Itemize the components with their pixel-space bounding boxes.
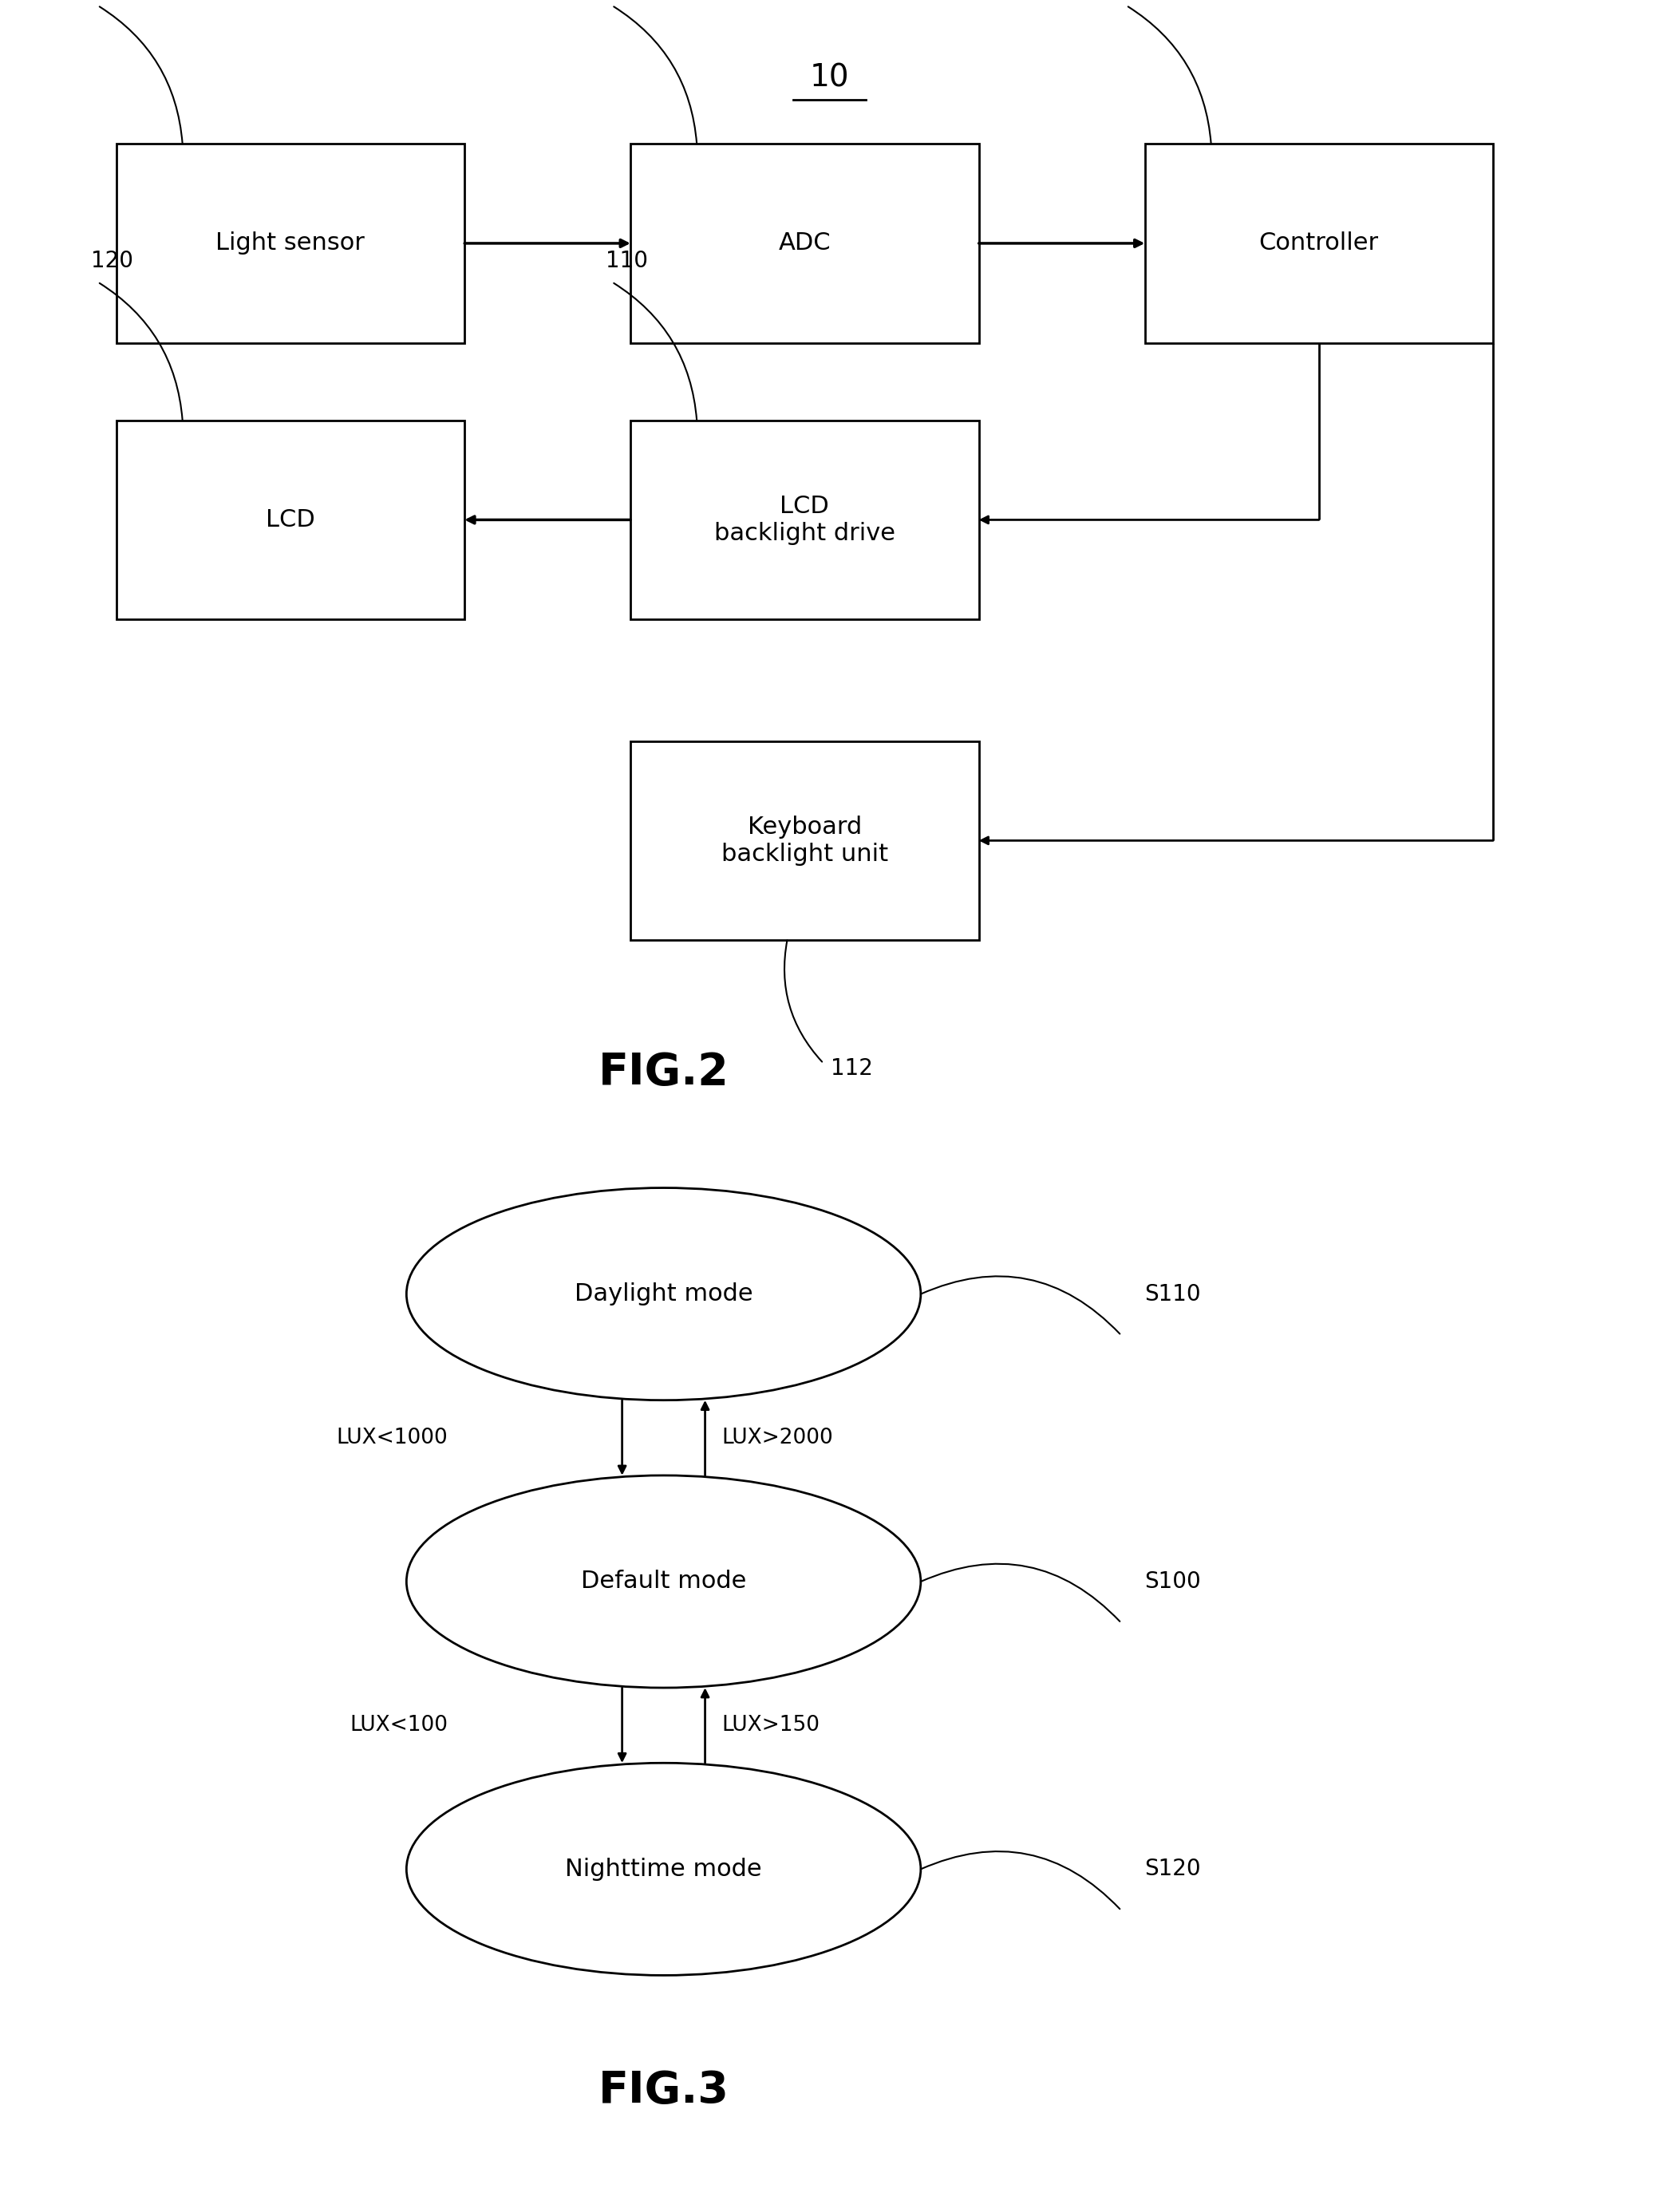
Text: LUX<100: LUX<100: [350, 1714, 448, 1736]
FancyBboxPatch shape: [116, 420, 465, 619]
Text: Nighttime mode: Nighttime mode: [566, 1858, 761, 1880]
Ellipse shape: [406, 1188, 921, 1400]
Text: LCD: LCD: [265, 509, 315, 531]
Text: S120: S120: [1145, 1858, 1201, 1880]
Text: ADC: ADC: [778, 232, 831, 254]
FancyBboxPatch shape: [630, 420, 979, 619]
Ellipse shape: [406, 1475, 921, 1688]
Text: 110: 110: [606, 250, 647, 272]
Text: 10: 10: [810, 62, 849, 93]
Text: FIG.3: FIG.3: [599, 2068, 728, 2112]
Text: Daylight mode: Daylight mode: [574, 1283, 753, 1305]
Ellipse shape: [406, 1763, 921, 1975]
FancyBboxPatch shape: [116, 144, 465, 343]
Text: LCD
backlight drive: LCD backlight drive: [713, 495, 896, 544]
Text: Default mode: Default mode: [581, 1571, 747, 1593]
Text: FIG.2: FIG.2: [599, 1051, 728, 1095]
Text: Keyboard
backlight unit: Keyboard backlight unit: [722, 816, 888, 865]
FancyBboxPatch shape: [1145, 144, 1493, 343]
Text: LUX<1000: LUX<1000: [337, 1427, 448, 1449]
Text: S110: S110: [1145, 1283, 1201, 1305]
Text: Controller: Controller: [1259, 232, 1379, 254]
Text: S100: S100: [1145, 1571, 1201, 1593]
Text: 120: 120: [91, 250, 133, 272]
FancyBboxPatch shape: [630, 144, 979, 343]
FancyBboxPatch shape: [630, 741, 979, 940]
Text: LUX>2000: LUX>2000: [722, 1427, 833, 1449]
Text: Light sensor: Light sensor: [216, 232, 365, 254]
Text: LUX>150: LUX>150: [722, 1714, 820, 1736]
Text: 112: 112: [830, 1057, 873, 1079]
